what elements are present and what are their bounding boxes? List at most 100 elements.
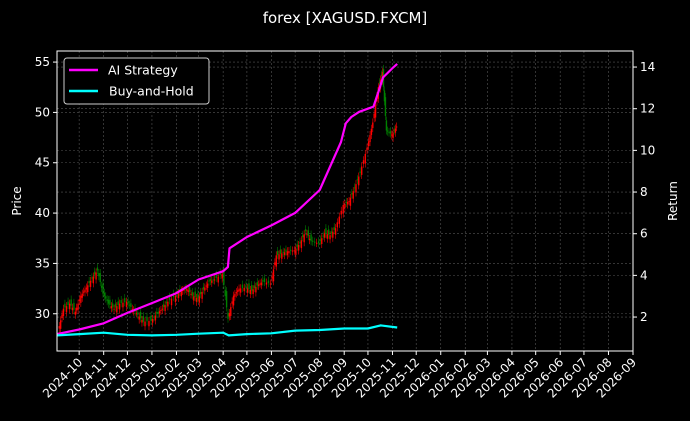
candle-body <box>366 147 368 151</box>
candle-body <box>300 240 303 249</box>
candle-body <box>388 132 390 134</box>
candle-body <box>118 303 121 310</box>
candle-body <box>395 126 398 128</box>
candle-body <box>269 283 272 285</box>
candle-body <box>215 274 217 279</box>
candle-body <box>187 290 189 293</box>
candle-body <box>163 304 165 307</box>
y2-tick-label: 14 <box>640 60 655 74</box>
candle-body <box>167 301 169 307</box>
candle-body <box>316 242 318 244</box>
candle-body <box>228 312 231 317</box>
candle-body <box>230 307 232 316</box>
candle-body <box>304 229 307 232</box>
candle-body <box>249 289 252 295</box>
candle-body <box>346 202 349 205</box>
candle-body <box>362 160 365 164</box>
candle-body <box>89 280 92 287</box>
candle-body <box>251 285 253 291</box>
candle-body <box>381 72 384 81</box>
candle-body <box>182 290 184 292</box>
candle-body <box>67 301 69 305</box>
candle-body <box>348 201 350 202</box>
candle-body <box>329 235 331 240</box>
candle-body <box>184 288 187 290</box>
candle-body <box>135 313 138 315</box>
candle-body <box>290 249 292 251</box>
candle-body <box>62 308 65 316</box>
candle-body <box>238 288 240 292</box>
candle-body <box>81 293 83 298</box>
candle-body <box>253 285 256 289</box>
candle-body <box>370 128 373 136</box>
candle-body <box>139 311 142 319</box>
candle-body <box>107 299 110 304</box>
candle-body <box>93 271 96 275</box>
chart-title: forex [XAGUSD.FXCM] <box>263 9 428 27</box>
candle-body <box>206 283 209 288</box>
candle-body <box>92 276 94 284</box>
candle-body <box>109 299 111 305</box>
candle-body <box>106 299 108 302</box>
candle-body <box>310 234 312 242</box>
candle-body <box>367 141 370 147</box>
candle-body <box>306 233 308 235</box>
candle-body <box>68 303 71 310</box>
candle-body <box>65 306 68 313</box>
candle-body <box>303 234 305 243</box>
candle-body <box>213 279 216 281</box>
candle-body <box>383 90 386 102</box>
candle-body <box>111 303 114 308</box>
candle-body <box>255 286 257 293</box>
candle-body <box>384 97 387 116</box>
candle-body <box>317 241 320 244</box>
candle-body <box>114 303 117 308</box>
legend: AI Strategy Buy-and-Hold <box>63 57 210 105</box>
y-tick-label: 40 <box>35 206 50 220</box>
candle-body <box>239 288 242 293</box>
candle-body <box>374 104 377 118</box>
candle-body <box>312 240 314 242</box>
candle-body <box>156 311 158 314</box>
candle-body <box>236 290 239 292</box>
candle-body <box>158 311 161 314</box>
candle-body <box>262 280 264 282</box>
candle-body <box>208 280 210 282</box>
candle-body <box>157 312 159 314</box>
candle-body <box>200 291 202 295</box>
candle-body <box>307 230 310 237</box>
candle-body <box>80 295 82 303</box>
candle-body <box>78 299 81 302</box>
series-lines <box>56 63 398 337</box>
candle-body <box>232 295 235 306</box>
candle-body <box>193 296 195 301</box>
candle-body <box>124 298 126 303</box>
candle-body <box>293 250 295 252</box>
candle-body <box>322 235 324 237</box>
candle-body <box>344 204 346 208</box>
candle-body <box>332 231 334 238</box>
candle-body <box>302 235 304 238</box>
candle-body <box>256 282 258 286</box>
candle-body <box>64 303 66 308</box>
y2-tick-label: 2 <box>640 310 648 324</box>
candle-body <box>71 307 74 311</box>
candle-body <box>85 287 88 290</box>
candle-body <box>151 319 154 323</box>
y2-tick-label: 12 <box>640 102 655 116</box>
candle-body <box>103 292 106 297</box>
candle-body <box>231 301 233 304</box>
candle-body <box>297 245 300 251</box>
candle-body <box>359 171 361 173</box>
candle-body <box>191 292 194 296</box>
candle-body <box>105 296 107 299</box>
candle-body <box>358 176 360 186</box>
candle-body <box>161 308 164 310</box>
candle-body <box>369 135 371 143</box>
candle-body <box>117 301 119 305</box>
candle-body <box>120 299 122 304</box>
candle-body <box>272 269 275 282</box>
candle-body <box>144 321 146 327</box>
candle-body <box>88 281 90 284</box>
candle-body <box>174 295 177 303</box>
